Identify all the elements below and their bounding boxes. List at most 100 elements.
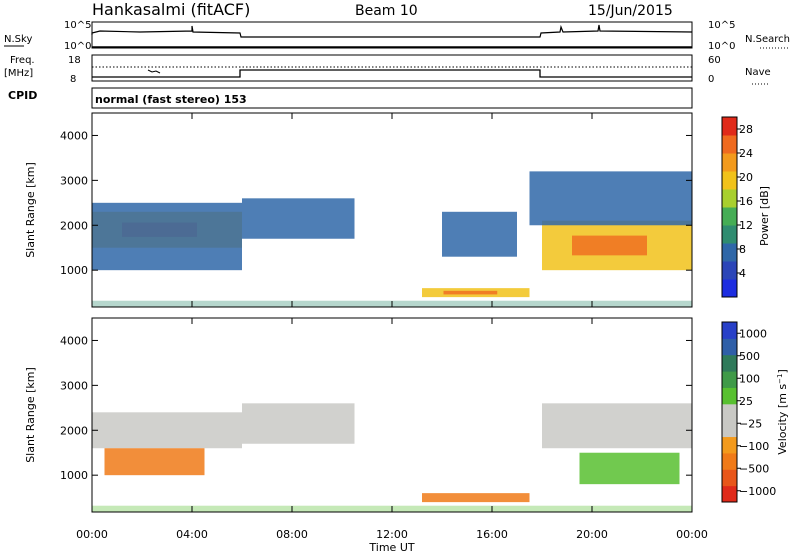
cpid-label: CPID xyxy=(8,89,37,102)
x-tick-label: 00:00 xyxy=(76,528,108,541)
nsky-frame xyxy=(91,21,693,49)
scatter-core-5 xyxy=(572,235,647,256)
scatter-region-4 xyxy=(542,403,692,449)
y-tick-label: 3000 xyxy=(60,174,88,187)
y-tick-label: 2000 xyxy=(60,219,88,232)
colorbar-swatch xyxy=(722,153,737,172)
colorbar-swatch xyxy=(722,436,737,454)
y-tick-label: 1000 xyxy=(60,469,88,482)
y-tick-label: 3000 xyxy=(60,379,88,392)
cpid-text: normal (fast stereo) 153 xyxy=(95,93,247,106)
nsky-tick-bottom: 10^0 xyxy=(64,41,91,52)
nsky-label: N.Sky xyxy=(4,34,32,45)
colorbar-swatch xyxy=(722,117,737,136)
colorbar-swatch xyxy=(722,387,737,405)
colorbar-tick-label: 500 xyxy=(739,350,760,363)
power-panel: 1000 2000 3000 4000 Slant Range [km] 4 8 12 16… xyxy=(24,112,771,308)
scatter-region-4 xyxy=(442,211,517,257)
colorbar-tick-label: 20 xyxy=(739,171,753,184)
x-tick-label: 08:00 xyxy=(276,528,308,541)
colorbar-swatch xyxy=(722,225,737,244)
date-title: 15/Jun/2015 xyxy=(588,3,673,19)
beam-title: Beam 10 xyxy=(355,3,418,19)
colorbar-tick-label: 24 xyxy=(739,147,753,160)
colorbar-tick-label: 16 xyxy=(739,195,753,208)
colorbar-tick-label: 12 xyxy=(739,219,753,232)
velocity-colorbar: 1000 500 100 25 −25 −100 −500 −1000 xyxy=(721,321,776,503)
x-tick-label: 04:00 xyxy=(176,528,208,541)
nsky-tick-top: 10^5 xyxy=(64,20,91,31)
y-tick-label: 2000 xyxy=(60,424,88,437)
scatter-region-5 xyxy=(579,452,680,485)
nave-label: Nave xyxy=(745,67,771,78)
nave-tick-bottom: 0 xyxy=(708,74,714,85)
colorbar-swatch xyxy=(722,171,737,190)
power-ylabel: Slant Range [km] xyxy=(24,162,37,258)
freq-label: Freq. xyxy=(10,55,35,66)
x-tick-label: 16:00 xyxy=(476,528,508,541)
colorbar-swatch xyxy=(722,279,737,298)
nave-tick-top: 60 xyxy=(708,55,721,66)
colorbar-swatch xyxy=(722,338,737,356)
cpid-frame xyxy=(91,87,693,109)
nsearch-label: N.Search xyxy=(745,34,790,45)
colorbar-swatch xyxy=(722,452,737,470)
colorbar-tick-label: −500 xyxy=(739,462,769,475)
colorbar-tick-label: 8 xyxy=(739,243,746,256)
velocity-data xyxy=(92,403,692,512)
station-title: Hankasalmi (fitACF) xyxy=(92,0,250,19)
power-colorbar: 4 8 12 16 20 24 28 xyxy=(721,116,753,298)
colorbar-frame xyxy=(721,321,738,503)
x-tick-label: 12:00 xyxy=(376,528,408,541)
colorbar-swatch xyxy=(722,135,737,154)
freq-tick-top: 18 xyxy=(68,55,81,66)
colorbar-tick-label: −1000 xyxy=(739,485,776,498)
time-axis-label: Time UT xyxy=(368,541,414,554)
scatter-region-1 xyxy=(92,202,242,271)
power-y-axis: 1000 2000 3000 4000 xyxy=(60,129,692,277)
scatter-core-3 xyxy=(443,290,498,295)
velocity-ylabel: Slant Range [km] xyxy=(24,367,37,463)
freq-panel: Freq. [MHz] 18 8 60 0 Nave xyxy=(4,54,771,85)
velocity-colorbar-label: Velocity [m s−1] xyxy=(776,369,789,455)
scatter-region-2 xyxy=(242,198,355,239)
x-tick-label: 00:00 xyxy=(676,528,708,541)
time-axis: 00:00 04:00 08:00 12:00 16:00 20:00 00:00 xyxy=(76,113,708,541)
scatter-region-1 xyxy=(104,448,205,476)
x-tick-label: 20:00 xyxy=(576,528,608,541)
colorbar-tick-label: −25 xyxy=(739,417,762,430)
y-tick-label: 4000 xyxy=(60,129,88,142)
freq-frame xyxy=(91,54,693,82)
colorbar-swatch xyxy=(722,371,737,388)
colorbar-swatch xyxy=(722,189,737,208)
freq-spike xyxy=(147,69,161,74)
velocity-y-axis: 1000 2000 3000 4000 xyxy=(60,334,692,482)
colorbar-swatch xyxy=(722,354,737,372)
scatter-region-6 xyxy=(529,171,692,226)
colorbar-swatch xyxy=(722,403,737,421)
scatter-region-2 xyxy=(242,403,355,444)
colorbar-tick-label: 28 xyxy=(739,123,753,136)
colorbar-swatch xyxy=(722,420,737,438)
colorbar-swatch xyxy=(722,243,737,262)
colorbar-tick-label: 100 xyxy=(739,372,760,385)
power-data xyxy=(92,171,692,307)
colorbar-swatch xyxy=(722,485,737,503)
freq-unit-label: [MHz] xyxy=(4,68,33,79)
nsearch-tick-top: 10^5 xyxy=(708,20,735,31)
colorbar-tick-label: 1000 xyxy=(739,327,767,340)
nsearch-tick-bottom: 10^0 xyxy=(708,41,735,52)
y-tick-label: 1000 xyxy=(60,264,88,277)
nsky-line xyxy=(91,24,693,38)
colorbar-frame xyxy=(721,116,738,298)
colorbar-swatch xyxy=(722,261,737,280)
scatter-region-3 xyxy=(422,493,530,503)
freq-tick-bottom: 8 xyxy=(70,74,76,85)
colorbar-tick-label: 4 xyxy=(739,267,746,280)
colorbar-swatch xyxy=(722,207,737,226)
nsky-panel: N.Sky 10^5 10^0 10^5 10^0 N.Search xyxy=(4,20,790,52)
colorbar-tick-label: 25 xyxy=(739,395,753,408)
y-tick-label: 4000 xyxy=(60,334,88,347)
colorbar-swatch xyxy=(722,469,737,487)
